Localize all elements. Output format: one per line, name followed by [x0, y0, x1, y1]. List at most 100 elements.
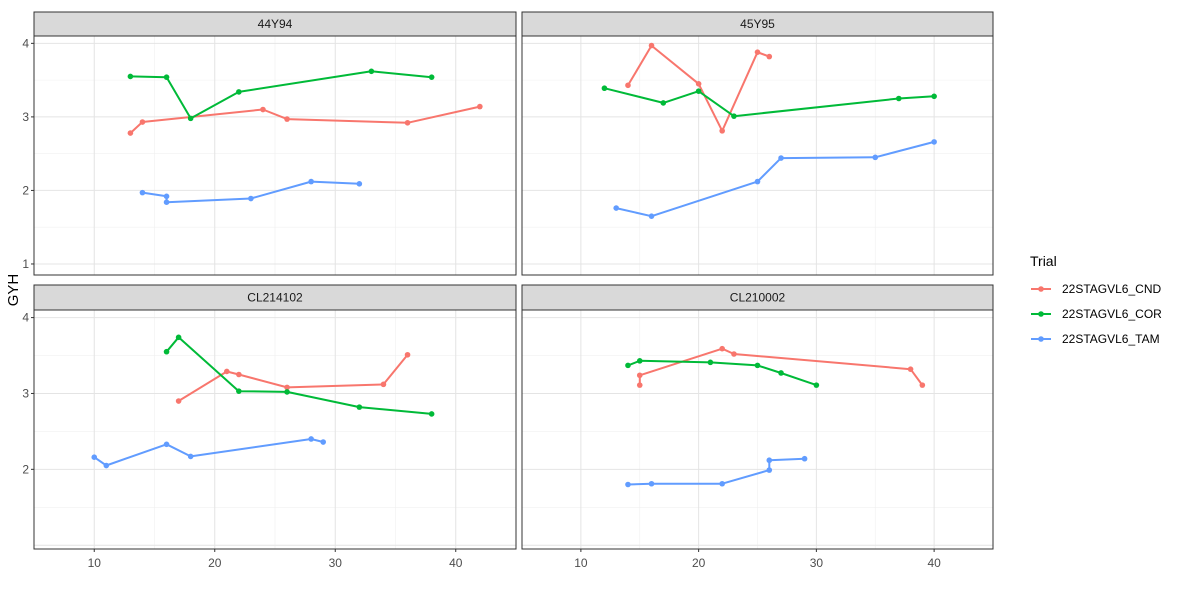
data-point: [801, 455, 808, 462]
series-line: [130, 70, 432, 120]
x-tick-label: 30: [329, 556, 343, 570]
data-point: [260, 106, 266, 113]
data-point: [636, 358, 643, 364]
data-point: [695, 81, 702, 87]
data-point: [719, 128, 725, 134]
x-tick-label: 20: [208, 556, 222, 570]
data-point: [931, 93, 937, 100]
data-point: [648, 480, 655, 487]
panel-44y94: 44Y94 1 2 3 4: [22, 11, 517, 276]
data-point: [907, 366, 914, 372]
series-line: [178, 354, 409, 402]
series-line: [165, 336, 432, 415]
facet-strip-label: CL210002: [730, 291, 786, 305]
data-point: [872, 154, 879, 161]
data-point: [896, 95, 902, 102]
data-point: [778, 370, 784, 376]
data-point: [139, 189, 146, 196]
y-tick-label: 2: [22, 462, 29, 476]
y-tick-label: 4: [22, 311, 29, 325]
data-point: [636, 372, 643, 379]
panel-cl210002: CL210002 10 20 30 40: [521, 284, 994, 570]
data-point: [707, 359, 714, 366]
facet-strip: [521, 11, 994, 37]
data-point: [636, 382, 643, 388]
data-point: [284, 116, 290, 122]
data-point: [236, 89, 242, 95]
data-point: [660, 100, 667, 106]
panel-cl214102: CL214102 2 3 4 10 20 30 40: [22, 284, 517, 570]
data-point: [477, 103, 483, 110]
data-point: [428, 74, 435, 80]
data-point: [766, 467, 773, 473]
data-point: [284, 389, 290, 395]
y-tick-label: 3: [22, 110, 29, 124]
legend-key-point: [1038, 336, 1044, 342]
data-point: [284, 384, 290, 391]
data-point: [695, 88, 702, 94]
series-line: [627, 457, 805, 486]
data-point: [380, 381, 387, 388]
data-point: [601, 85, 608, 92]
y-tick-label: 2: [22, 183, 29, 197]
legend: Trial 22STAGVL6_CND 22STAGVL6_COR 22STAGVL6…: [1030, 253, 1162, 346]
y-tick-label: 1: [22, 257, 29, 271]
x-tick-label: 10: [574, 556, 588, 570]
data-point: [308, 178, 314, 185]
y-tick-label: 3: [22, 386, 29, 400]
data-point: [754, 49, 761, 55]
data-point: [731, 351, 737, 357]
data-point: [187, 115, 194, 122]
data-point: [813, 382, 820, 388]
facet-strip: [521, 284, 994, 311]
legend-label: 22STAGVL6_CND: [1062, 282, 1161, 296]
data-point: [163, 441, 170, 448]
x-tick-label: 40: [927, 556, 941, 570]
facet-strip-label: CL214102: [247, 291, 303, 305]
data-point: [648, 42, 655, 49]
data-point: [175, 334, 182, 341]
data-point: [187, 453, 194, 460]
legend-key-point: [1038, 311, 1044, 317]
data-point: [175, 398, 182, 404]
data-point: [248, 195, 254, 202]
data-point: [224, 368, 230, 375]
data-point: [91, 454, 98, 460]
data-point: [163, 199, 170, 205]
data-point: [127, 130, 134, 136]
y-axis-title: GYH: [5, 274, 22, 307]
data-point: [404, 119, 411, 126]
data-point: [625, 481, 631, 488]
data-point: [428, 411, 435, 417]
facet-strip: [33, 11, 517, 37]
x-tick-label: 20: [692, 556, 706, 570]
data-point: [625, 362, 631, 369]
data-point: [648, 213, 655, 219]
data-point: [754, 362, 761, 369]
data-point: [931, 139, 937, 145]
legend-key-point: [1038, 286, 1044, 292]
data-point: [163, 74, 170, 80]
data-point: [719, 345, 725, 352]
data-point: [731, 113, 737, 119]
data-point: [404, 351, 411, 358]
facet-strip-label: 45Y95: [740, 17, 775, 31]
data-point: [163, 348, 170, 355]
x-tick-label: 40: [449, 556, 463, 570]
data-point: [356, 404, 363, 410]
data-point: [919, 382, 926, 388]
series-line: [142, 180, 360, 204]
series-line: [615, 140, 935, 218]
data-point: [754, 178, 761, 185]
data-point: [139, 119, 146, 125]
data-point: [719, 480, 725, 487]
data-point: [236, 388, 242, 394]
data-point: [163, 193, 170, 200]
legend-label: 22STAGVL6_COR: [1062, 307, 1162, 321]
y-tick-label: 4: [22, 36, 29, 50]
data-point: [236, 371, 242, 378]
x-tick-label: 10: [88, 556, 102, 570]
data-point: [766, 53, 773, 60]
data-point: [308, 436, 314, 442]
